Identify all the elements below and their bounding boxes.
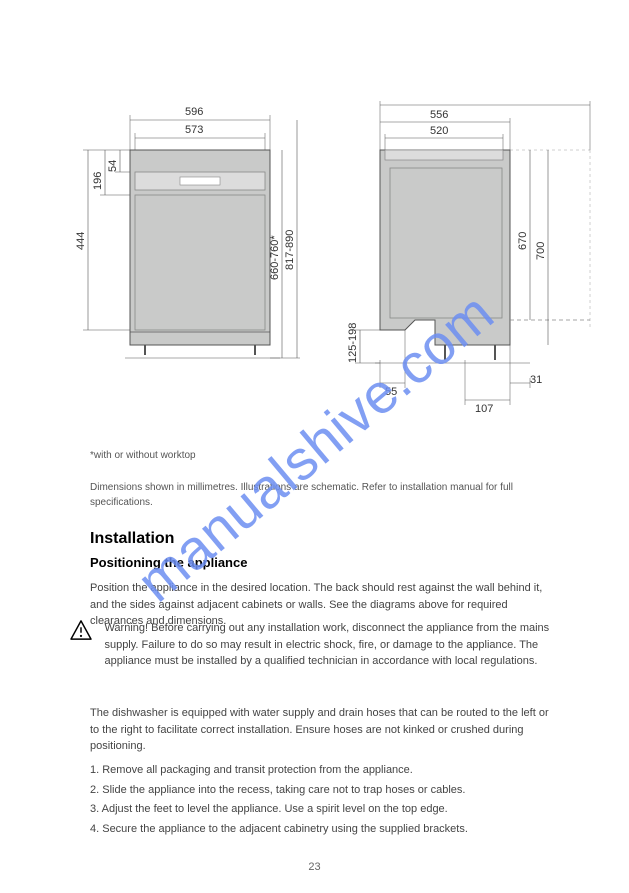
install-steps: 1. Remove all packaging and transit prot… [90,762,559,840]
dim-width-inner: 573 [185,124,203,136]
section-title: Installation [90,530,174,548]
paragraph-hoses: The dishwasher is equipped with water su… [90,705,559,755]
dim-height-inner: 670 [517,232,529,250]
step-item: 3. Adjust the feet to level the applianc… [90,801,559,819]
dim-top-band: 196 [92,172,104,190]
dim-depth-body: 556 [430,109,448,121]
dim-height-outer: 700 [535,242,547,260]
warning-icon [70,620,92,645]
side-view-diagram: 1194 556 520 670 700 125-198 55 [320,100,600,430]
dim-foot-offset: 55 [385,386,397,398]
dim-depth-inner: 520 [430,125,448,137]
step-item: 4. Secure the appliance to the adjacent … [90,821,559,839]
step-item: 2. Slide the appliance into the recess, … [90,782,559,800]
technical-diagrams: 596 573 444 196 54 660-760* 817-890 [70,100,600,430]
dim-back-gap: 31 [530,374,542,386]
dim-depth-total: 1194 [495,100,519,103]
diagram-footnote: *with or without worktop [90,450,196,461]
page-number: 23 [0,861,629,873]
dim-width-outer: 596 [185,106,203,118]
dim-panel-height: 444 [75,232,87,250]
warning-text: Warning! Before carrying out any install… [104,620,553,670]
front-view-diagram: 596 573 444 196 54 660-760* 817-890 [70,100,300,410]
dim-handle: 54 [107,160,119,172]
dim-foot-range: 125-198 [347,323,359,363]
diagram-legend: Dimensions shown in millimetres. Illustr… [90,480,539,510]
warning-block: Warning! Before carrying out any install… [70,620,559,670]
step-item: 1. Remove all packaging and transit prot… [90,762,559,780]
dim-back-offset: 107 [475,403,493,415]
dim-height-range1: 660-760* [269,235,281,280]
section-subtitle: Positioning the appliance [90,555,247,570]
dim-height-range2: 817-890 [284,230,296,270]
